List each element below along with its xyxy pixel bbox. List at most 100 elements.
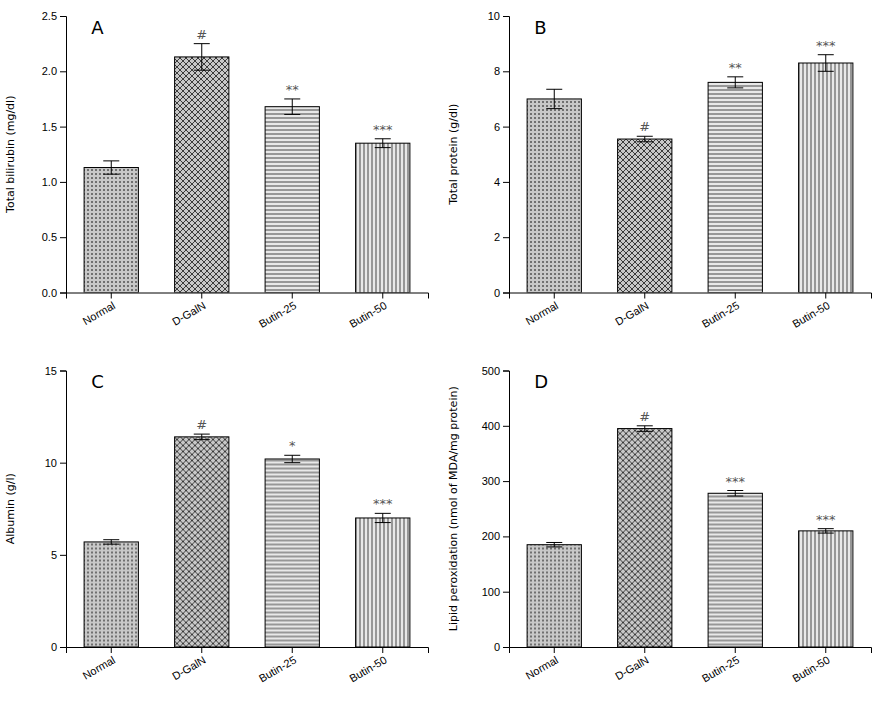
error-bar-stem: [292, 455, 293, 462]
x-axis: NormalD-GalNButin-25Butin-50: [67, 647, 429, 684]
y-tick: 500: [482, 365, 509, 377]
y-tick-label: 2: [494, 231, 500, 243]
x-tick-mark: [111, 293, 112, 299]
y-tick-mark: [503, 237, 509, 238]
annotation: **: [729, 60, 743, 75]
y-axis-line: [60, 17, 67, 294]
error-bar-cap: [546, 546, 562, 547]
annotation: ***: [726, 474, 746, 489]
error-bar-stem: [735, 77, 736, 88]
y-tick-mark: [60, 71, 66, 72]
error-bar-stem: [554, 89, 555, 108]
figure: 0.00.51.01.52.02.5NormalD-GalNButin-25Bu…: [0, 0, 886, 709]
y-tick-mark: [503, 371, 509, 372]
error-bar-cap: [727, 87, 743, 88]
y-tick: 10: [45, 457, 66, 469]
error-bar: [727, 77, 743, 88]
x-tick: D-GalN: [170, 647, 208, 682]
error-bar-cap: [103, 174, 119, 175]
y-tick-mark: [60, 555, 66, 556]
x-tick: Normal: [80, 293, 117, 328]
x-tick-mark: [644, 647, 645, 653]
y-tick-mark: [503, 293, 509, 294]
bar: [527, 99, 581, 293]
x-tick-label: D-GalN: [613, 653, 651, 682]
error-bar-cap: [284, 114, 300, 115]
error-bar-cap: [375, 138, 391, 139]
annotation: ***: [373, 122, 393, 137]
panel: 0246810NormalD-GalNButin-25Butin-50Total…: [447, 10, 872, 330]
y-axis-line: [503, 371, 510, 648]
error-bar-stem: [382, 139, 383, 148]
error-bar-stem: [201, 44, 202, 71]
y-tick-label: 15: [45, 365, 57, 377]
y-tick: 0: [51, 641, 66, 653]
error-bar-stem: [735, 491, 736, 497]
y-tick-label: 6: [494, 121, 500, 133]
error-bar-cap: [818, 533, 834, 534]
y-tick-label: 5: [51, 549, 57, 561]
y-axis-line: [503, 17, 510, 294]
x-tick-mark: [825, 647, 826, 653]
error-bar-stem: [111, 540, 112, 544]
bar: [618, 139, 672, 292]
x-tick-mark: [201, 647, 202, 653]
error-bar-cap: [546, 542, 562, 543]
y-tick: 400: [482, 420, 509, 432]
y-tick: 0: [494, 641, 509, 653]
error-bar-cap: [727, 76, 743, 77]
y-tick-label: 100: [482, 586, 500, 598]
error-bar-cap: [375, 147, 391, 148]
bar: [175, 437, 229, 647]
bar: [799, 63, 853, 292]
error-bar-cap: [818, 54, 834, 55]
y-tick: 0.0: [42, 287, 66, 299]
panel-label: A: [91, 17, 104, 38]
x-tick: Butin-50: [347, 647, 388, 684]
x-axis-line: [510, 293, 872, 299]
error-bar-stem: [825, 529, 826, 533]
y-tick-mark: [503, 481, 509, 482]
y-tick-mark: [60, 463, 66, 464]
y-tick-mark: [60, 127, 66, 128]
panel: 0100200300400500NormalD-GalNButin-25Buti…: [447, 365, 872, 685]
y-tick: 2.5: [42, 10, 66, 22]
bar: [356, 143, 410, 292]
y-axis: 0 100 200 300 400 500: [482, 365, 510, 654]
error-bar-stem: [825, 55, 826, 72]
y-tick-mark: [60, 16, 66, 17]
y-tick-label: 400: [482, 420, 500, 432]
error-bar-stem: [644, 426, 645, 432]
error-bar-cap: [103, 539, 119, 540]
x-tick-label: D-GalN: [170, 299, 208, 328]
y-tick-label: 10: [45, 457, 57, 469]
y-tick-label: 10: [488, 10, 500, 22]
y-tick-mark: [503, 71, 509, 72]
x-axis-line: [67, 293, 429, 299]
annotation: ***: [373, 496, 393, 511]
x-tick-label: Butin-50: [347, 299, 388, 330]
error-bar: [284, 99, 300, 114]
x-tick: D-GalN: [170, 293, 208, 328]
annotation: #: [639, 119, 650, 134]
bar: [527, 545, 581, 647]
x-tick-label: Butin-50: [790, 299, 831, 330]
bar: [265, 459, 319, 647]
y-tick-mark: [503, 536, 509, 537]
y-tick-label: 0: [494, 641, 500, 653]
y-tick-label: 2.5: [42, 10, 57, 22]
annotation: *: [289, 438, 296, 453]
x-tick: D-GalN: [613, 647, 651, 682]
error-bar-cap: [103, 544, 119, 545]
error-bar-stem: [554, 542, 555, 546]
y-axis-title: Albumin (g/l): [4, 473, 17, 544]
x-tick: D-GalN: [613, 293, 651, 328]
y-tick: 8: [494, 65, 509, 77]
error-bar-cap: [546, 89, 562, 90]
panel-label: D: [534, 371, 548, 392]
y-tick-label: 300: [482, 475, 500, 487]
x-tick: Normal: [523, 647, 560, 682]
y-tick: 200: [482, 530, 509, 542]
x-tick: Butin-25: [257, 293, 298, 330]
y-tick: 100: [482, 586, 509, 598]
